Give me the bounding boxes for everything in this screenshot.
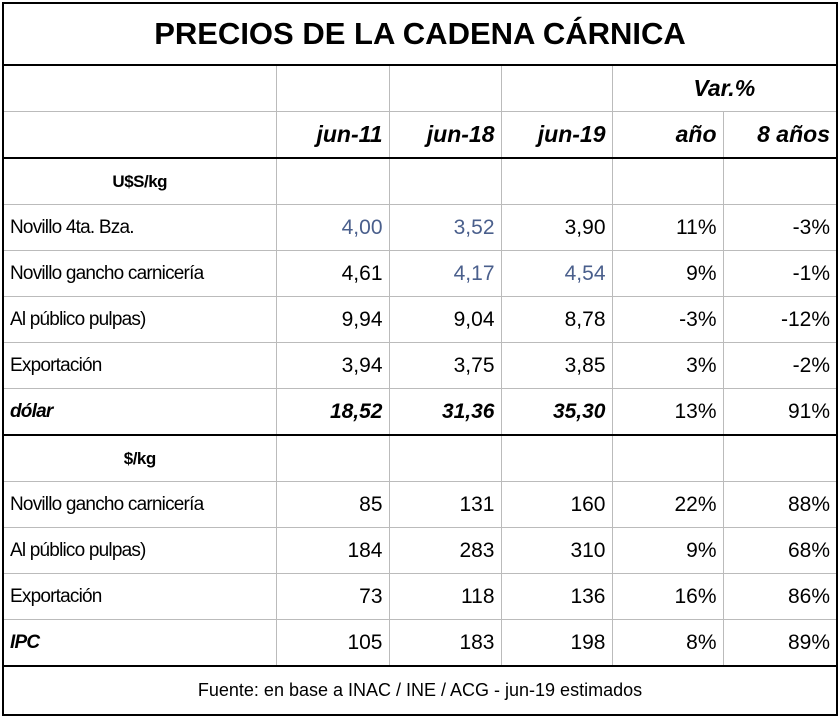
cell: 3,52 [388,204,502,251]
source: Fuente: en base a INAC / INE / ACG - jun… [2,665,838,716]
cell: 88% [722,481,838,528]
empty-cell [722,157,838,205]
cell: 4,54 [500,250,613,297]
row-label: Novillo 4ta. Bza. [2,204,277,251]
cell: 4,00 [275,204,390,251]
empty-cell [388,434,502,482]
cell: 3,85 [500,342,613,389]
cell: 8,78 [500,296,613,343]
empty-cell [2,111,277,159]
cell: 160 [500,481,613,528]
cell: 3,94 [275,342,390,389]
data-row: Exportación 3,94 3,75 3,85 3% -2% [2,342,838,389]
row-label: Al público pulpas) [2,296,277,343]
cell: 11% [611,204,724,251]
cell: 136 [500,573,613,620]
cell: 8% [611,619,724,667]
column-header: 8 años [722,111,838,159]
cell: -12% [722,296,838,343]
empty-cell [388,64,502,112]
data-row: Al público pulpas) 9,94 9,04 8,78 -3% -12% [2,296,838,343]
group-header: Var.% [611,64,838,112]
footer-row: Fuente: en base a INAC / INE / ACG - jun… [2,665,838,716]
row-label: Novillo gancho carnicería [2,481,277,528]
empty-cell [500,64,613,112]
empty-cell [275,157,390,205]
cell: 9% [611,527,724,574]
cell: 9,94 [275,296,390,343]
data-row: Novillo 4ta. Bza. 4,00 3,52 3,90 11% -3% [2,204,838,251]
cell: 9,04 [388,296,502,343]
title-row: PRECIOS DE LA CADENA CÁRNICA [2,2,838,66]
cell: 86% [722,573,838,620]
section-row: U$S/kg [2,157,838,205]
column-header: jun-19 [500,111,613,159]
cell: 3,90 [500,204,613,251]
row-label: Exportación [2,342,277,389]
data-row: dólar 18,52 31,36 35,30 13% 91% [2,388,838,436]
title: PRECIOS DE LA CADENA CÁRNICA [2,2,838,66]
cell: 68% [722,527,838,574]
empty-cell [500,157,613,205]
row-label: dólar [2,388,277,436]
cell: 9% [611,250,724,297]
row-label: Exportación [2,573,277,620]
data-row: Exportación 73 118 136 16% 86% [2,573,838,620]
empty-cell [611,434,724,482]
cell: 105 [275,619,390,667]
data-row: Novillo gancho carnicería 85 131 160 22% 88% [2,481,838,528]
cell: 4,17 [388,250,502,297]
section-label: U$S/kg [2,157,277,205]
cell: 4,61 [275,250,390,297]
data-row: IPC 105 183 198 8% 89% [2,619,838,667]
empty-cell [2,64,277,112]
cell: 310 [500,527,613,574]
cell: 131 [388,481,502,528]
cell: 22% [611,481,724,528]
data-row: Al público pulpas) 184 283 310 9% 68% [2,527,838,574]
cell: -3% [722,204,838,251]
cell: 18,52 [275,388,390,436]
header-row: jun-11 jun-18 jun-19 año 8 años [2,111,838,159]
empty-cell [275,434,390,482]
section-row: $/kg [2,434,838,482]
cell: 184 [275,527,390,574]
cell: 3% [611,342,724,389]
column-header: año [611,111,724,159]
section-label: $/kg [2,434,277,482]
cell: 85 [275,481,390,528]
empty-cell [722,434,838,482]
column-header: jun-11 [275,111,390,159]
row-label: IPC [2,619,277,667]
empty-cell [500,434,613,482]
column-header: jun-18 [388,111,502,159]
group-row: Var.% [2,64,838,112]
cell: 89% [722,619,838,667]
cell: 73 [275,573,390,620]
cell: -3% [611,296,724,343]
cell: 31,36 [388,388,502,436]
cell: 198 [500,619,613,667]
cell: 118 [388,573,502,620]
data-row: Novillo gancho carnicería 4,61 4,17 4,54 9% -… [2,250,838,297]
cell: 3,75 [388,342,502,389]
empty-cell [275,64,390,112]
row-label: Novillo gancho carnicería [2,250,277,297]
cell: -2% [722,342,838,389]
cell: 91% [722,388,838,436]
cell: 183 [388,619,502,667]
empty-cell [388,157,502,205]
cell: 16% [611,573,724,620]
row-label: Al público pulpas) [2,527,277,574]
empty-cell [611,157,724,205]
cell: 35,30 [500,388,613,436]
cell: -1% [722,250,838,297]
cell: 13% [611,388,724,436]
cell: 283 [388,527,502,574]
